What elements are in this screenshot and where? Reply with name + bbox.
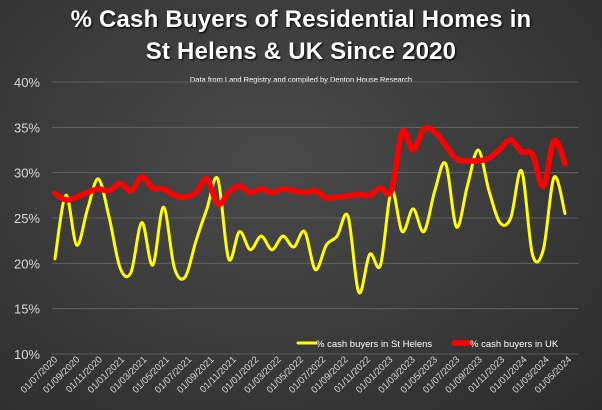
y-tick-label: 30% bbox=[14, 166, 40, 181]
y-tick-label: 25% bbox=[14, 211, 40, 226]
y-tick-label: 15% bbox=[14, 302, 40, 317]
y-tick-label: 35% bbox=[14, 120, 40, 135]
legend-label: % cash buyers in St Helens bbox=[316, 339, 432, 350]
y-tick-label: 20% bbox=[14, 256, 40, 271]
series-line-uk bbox=[52, 125, 568, 208]
chart-title-line-1: % Cash Buyers of Residential Homes in bbox=[70, 6, 532, 33]
chart-subtitle: Data from Land Registry and compiled by … bbox=[189, 75, 413, 84]
chart-title-line-2: St Helens & UK Since 2020 bbox=[145, 38, 457, 65]
series-line-st-helens bbox=[53, 148, 567, 295]
y-tick-label: 10% bbox=[14, 347, 40, 362]
legend-label: % cash buyers in UK bbox=[470, 339, 559, 350]
y-tick-label: 40% bbox=[14, 75, 40, 90]
